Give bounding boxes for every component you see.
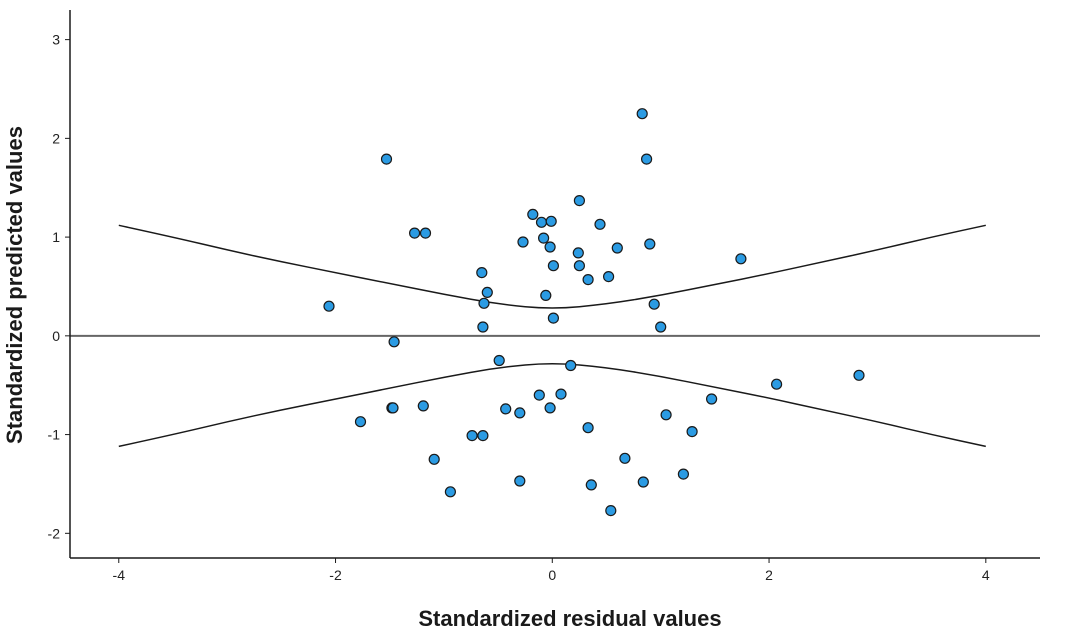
lower-confidence-curve xyxy=(118,363,986,448)
data-point-10 xyxy=(419,227,432,239)
data-point-56 xyxy=(585,479,597,491)
data-point-43 xyxy=(500,403,512,415)
data-point-50 xyxy=(477,430,489,442)
data-point-47 xyxy=(582,422,594,434)
data-point-31 xyxy=(388,336,400,348)
data-point-27 xyxy=(648,298,660,310)
data-point-19 xyxy=(573,260,586,272)
data-point-21 xyxy=(602,271,615,283)
data-point-28 xyxy=(547,312,560,324)
data-point-7 xyxy=(545,215,557,227)
data-point-46 xyxy=(354,416,367,428)
x-axis-ticks: -4 -2 0 2 4 xyxy=(113,558,990,583)
y-tick-label: 3 xyxy=(52,32,60,48)
data-point-22 xyxy=(582,274,594,286)
y-tick-label: 1 xyxy=(52,229,60,245)
data-point-45 xyxy=(660,409,672,421)
y-axis-ticks: -2 -1 0 1 2 3 xyxy=(48,32,70,541)
data-point-9 xyxy=(409,227,421,239)
upper-confidence-curve xyxy=(118,224,986,309)
data-point-32 xyxy=(493,354,505,367)
data-point-14 xyxy=(644,238,656,250)
data-point-4 xyxy=(573,195,586,207)
data-point-16 xyxy=(572,247,584,259)
data-point-53 xyxy=(677,468,690,480)
x-tick-label: 0 xyxy=(548,567,556,583)
data-point-55 xyxy=(637,476,649,488)
data-point-41 xyxy=(417,400,429,412)
data-point-30 xyxy=(655,321,667,333)
data-point-18 xyxy=(547,260,560,272)
y-tick-label: 2 xyxy=(52,130,60,146)
data-point-5 xyxy=(527,208,539,220)
x-tick-label: 4 xyxy=(982,567,990,583)
data-point-54 xyxy=(514,475,526,487)
data-point-33 xyxy=(565,359,577,372)
data-point-23 xyxy=(481,286,493,298)
x-axis-title: Standardized residual values xyxy=(418,606,721,631)
data-point-20 xyxy=(476,267,488,279)
data-point-24 xyxy=(540,289,552,301)
data-point-40 xyxy=(387,402,399,414)
data-point-38 xyxy=(705,393,718,405)
data-point-51 xyxy=(428,453,440,465)
data-point-12 xyxy=(537,232,550,244)
data-points xyxy=(323,108,865,517)
data-point-48 xyxy=(686,426,698,438)
data-point-15 xyxy=(611,242,623,254)
data-point-49 xyxy=(466,430,478,442)
y-axis-title: Standardized predicted values xyxy=(2,126,27,444)
data-point-8 xyxy=(594,218,606,230)
data-point-2 xyxy=(640,153,653,165)
data-point-42 xyxy=(544,402,556,414)
data-point-37 xyxy=(533,389,545,401)
data-point-6 xyxy=(535,216,548,228)
data-point-1 xyxy=(636,108,648,120)
x-tick-label: 2 xyxy=(765,567,773,583)
data-point-26 xyxy=(323,300,335,312)
data-point-11 xyxy=(517,236,529,248)
data-point-35 xyxy=(853,369,865,381)
y-tick-label: 0 xyxy=(52,328,60,344)
confidence-curves xyxy=(118,224,986,448)
x-tick-label: -4 xyxy=(113,567,126,583)
data-point-52 xyxy=(619,452,631,464)
x-tick-label: -2 xyxy=(329,567,342,583)
y-tick-label: -1 xyxy=(48,427,61,443)
data-point-17 xyxy=(735,253,747,265)
y-tick-label: -2 xyxy=(48,525,61,541)
data-point-44 xyxy=(514,407,526,419)
data-point-29 xyxy=(477,321,489,333)
data-point-13 xyxy=(544,241,556,253)
data-point-58 xyxy=(605,505,617,517)
data-point-57 xyxy=(444,486,456,498)
data-point-25 xyxy=(478,297,490,309)
data-point-3 xyxy=(380,153,393,165)
data-point-36 xyxy=(555,388,567,400)
data-point-34 xyxy=(770,378,783,390)
